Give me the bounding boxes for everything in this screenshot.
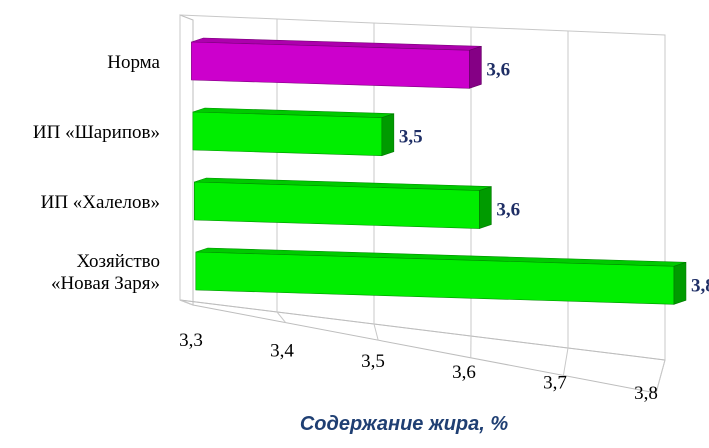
left-wall xyxy=(179,14,194,306)
x-tick-labels: 3,3 3,4 3,5 3,6 3,7 3,8 xyxy=(179,330,658,404)
bar-end-face xyxy=(479,186,492,229)
x-tick-label: 3,4 xyxy=(270,341,294,362)
x-tick-label: 3,6 xyxy=(452,362,476,383)
bar-front-face xyxy=(192,111,383,156)
category-label: Норма xyxy=(107,52,160,73)
x-tick-label: 3,5 xyxy=(361,351,385,372)
bar-end-face xyxy=(381,113,395,157)
bar-front-face xyxy=(194,181,480,229)
floor-gridline xyxy=(373,323,379,341)
category-label: ИП «Шарипов» xyxy=(33,122,160,143)
value-label: 3,6 xyxy=(486,59,510,80)
value-label: 3,8 xyxy=(691,275,709,296)
floor-gridline xyxy=(655,359,666,394)
value-label: 3,6 xyxy=(496,200,520,221)
value-labels: 3,6 3,5 3,6 3,8 xyxy=(399,59,709,296)
x-tick-label: 3,3 xyxy=(179,330,203,351)
category-labels: Норма ИП «Шарипов» ИП «Халелов» Хозяйство «Н… xyxy=(33,52,161,294)
bar xyxy=(194,177,492,229)
bar xyxy=(192,107,395,157)
bar-end-face xyxy=(673,261,687,305)
bar-front-face xyxy=(191,41,470,89)
floor-gridline xyxy=(276,311,286,323)
bar xyxy=(195,247,687,305)
value-label: 3,5 xyxy=(399,127,423,148)
x-tick-label: 3,8 xyxy=(634,383,658,404)
x-axis-title: Содержание жира, % xyxy=(300,413,509,435)
bar xyxy=(191,37,482,89)
x-tick-label: 3,7 xyxy=(543,372,567,393)
category-label: ИП «Халелов» xyxy=(41,192,160,213)
floor xyxy=(179,299,666,394)
category-label: Хозяйство «Новая Заря» xyxy=(51,251,160,294)
bar-end-face xyxy=(469,45,482,89)
floor-gridline xyxy=(179,299,194,306)
floor-gridline xyxy=(562,347,569,376)
bars xyxy=(191,37,687,305)
